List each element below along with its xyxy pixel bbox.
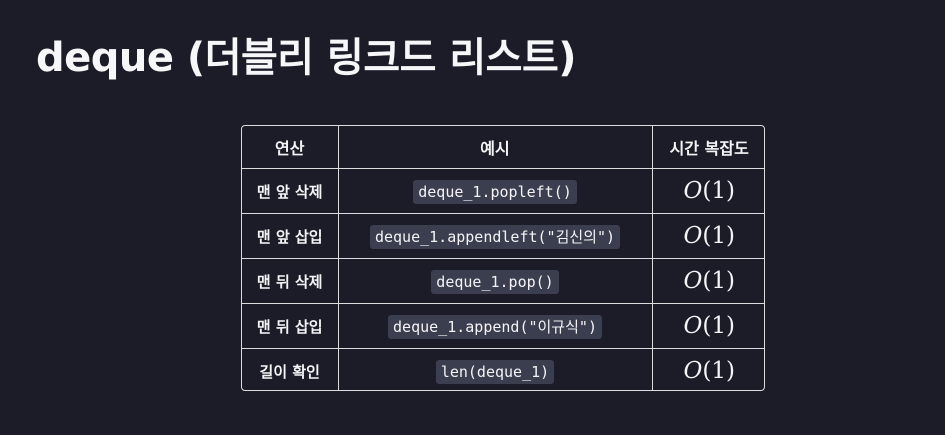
complexity-cell: O(1) bbox=[651, 168, 764, 214]
example-cell: deque_1.append("이규식") bbox=[337, 303, 653, 349]
table-row: 맨 앞 삭제 deque_1.popleft() O(1) bbox=[242, 168, 764, 214]
operation-cell: 맨 앞 삭제 bbox=[242, 168, 339, 214]
complexity-cell: O(1) bbox=[651, 303, 764, 349]
example-cell: deque_1.popleft() bbox=[337, 168, 653, 214]
complexity-letter: O bbox=[683, 178, 703, 204]
header-time-complexity: 시간 복잡도 bbox=[651, 126, 764, 169]
complexity-cell: O(1) bbox=[651, 258, 764, 304]
example-cell: len(deque_1) bbox=[337, 348, 653, 390]
example-cell: deque_1.pop() bbox=[337, 258, 653, 304]
code-example: deque_1.pop() bbox=[431, 269, 559, 294]
header-example: 예시 bbox=[337, 126, 653, 169]
complexity-arg: (1) bbox=[702, 313, 735, 339]
page-title: deque (더블리 링크드 리스트) bbox=[36, 35, 577, 81]
operation-cell: 맨 뒤 삽입 bbox=[242, 303, 339, 349]
complexity-arg: (1) bbox=[702, 178, 735, 204]
operation-cell: 맨 앞 삽입 bbox=[242, 213, 339, 259]
code-example: len(deque_1) bbox=[435, 359, 555, 384]
header-operation: 연산 bbox=[242, 126, 339, 169]
code-example: deque_1.appendleft("김신의") bbox=[369, 224, 621, 249]
complexity-letter: O bbox=[683, 313, 703, 339]
code-example: deque_1.popleft() bbox=[413, 179, 577, 204]
deque-operations-table: 연산 예시 시간 복잡도 맨 앞 삭제 deque_1.popleft() O(… bbox=[241, 125, 765, 391]
operation-cell: 길이 확인 bbox=[242, 348, 339, 390]
table-row: 맨 뒤 삭제 deque_1.pop() O(1) bbox=[242, 258, 764, 304]
complexity-arg: (1) bbox=[702, 223, 735, 249]
table-row: 길이 확인 len(deque_1) O(1) bbox=[242, 348, 764, 390]
complexity-cell: O(1) bbox=[651, 213, 764, 259]
table-header-row: 연산 예시 시간 복잡도 bbox=[242, 126, 764, 169]
operation-cell: 맨 뒤 삭제 bbox=[242, 258, 339, 304]
table-row: 맨 뒤 삽입 deque_1.append("이규식") O(1) bbox=[242, 303, 764, 349]
example-cell: deque_1.appendleft("김신의") bbox=[337, 213, 653, 259]
complexity-cell: O(1) bbox=[651, 348, 764, 390]
complexity-letter: O bbox=[683, 358, 703, 384]
complexity-arg: (1) bbox=[702, 358, 735, 384]
complexity-arg: (1) bbox=[702, 268, 735, 294]
code-example: deque_1.append("이규식") bbox=[388, 314, 602, 339]
complexity-letter: O bbox=[683, 223, 703, 249]
table-row: 맨 앞 삽입 deque_1.appendleft("김신의") O(1) bbox=[242, 213, 764, 259]
complexity-letter: O bbox=[683, 268, 703, 294]
